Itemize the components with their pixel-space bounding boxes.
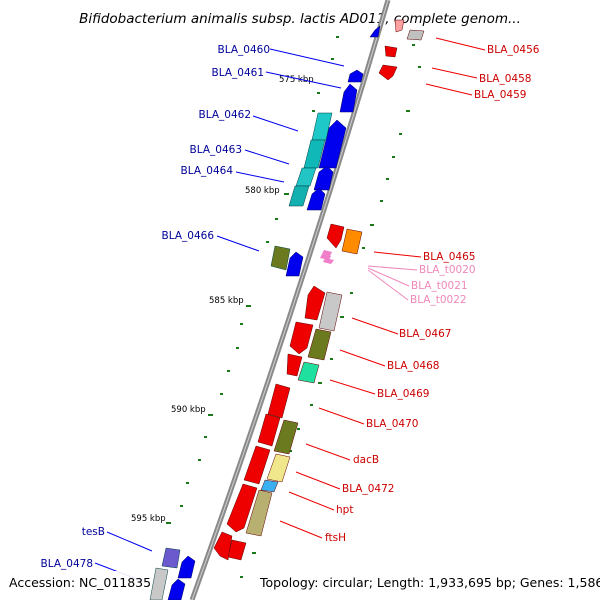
right-gene-labels: BLA_0456 BLA_0458 BLA_0459 BLA_0465 BLA_… [325,44,540,544]
scale-label-580: 580 kbp [245,186,280,196]
feature-cyan-3[interactable] [295,167,317,187]
gene-bla-0459[interactable] [378,64,398,81]
gene-ftsH-tail[interactable] [227,539,247,561]
scale-label-585: 585 kbp [209,296,244,306]
label-bla-t0022[interactable]: BLA_t0022 [410,294,467,306]
gene-bla-0462[interactable] [339,83,358,113]
label-bla-0466[interactable]: BLA_0466 [162,230,215,242]
gene-bla-0465-orange[interactable] [341,228,363,255]
rna-genes [320,250,334,264]
gene-bla-0467-grey[interactable] [318,291,343,332]
gene-ftsH-small[interactable] [213,531,233,561]
gene-bla-0468-olive[interactable] [307,328,332,361]
gene-dacB[interactable] [257,413,281,447]
label-bla-0478[interactable]: BLA_0478 [41,558,93,570]
accession-text: Accession: NC_011835 [9,575,151,590]
gene-tesB[interactable] [177,555,196,579]
gene-bla-0468[interactable] [289,321,314,355]
gene-ftsH[interactable] [226,483,258,533]
label-bla-0458[interactable]: BLA_0458 [479,73,531,85]
left-gene-labels: BLA_0460 BLA_0461 BLA_0462 BLA_0463 BLA_… [41,44,270,570]
feature-purple-1[interactable] [161,547,181,569]
label-ftsH[interactable]: ftsH [325,532,346,544]
gene-bla-0461[interactable] [347,69,364,83]
feature-cyan-4[interactable] [288,185,310,207]
feature-cyan-1[interactable] [311,112,333,141]
label-bla-0469[interactable]: BLA_0469 [377,388,429,400]
gene-bla-0465[interactable] [326,223,345,249]
label-bla-0463[interactable]: BLA_0463 [190,144,242,156]
scale-label-590: 590 kbp [171,405,206,415]
forward-strand-features [149,112,333,600]
gene-bla-0456-grey[interactable] [406,29,425,41]
label-bla-0465[interactable]: BLA_0465 [423,251,475,263]
label-bla-0460[interactable]: BLA_0460 [218,44,270,56]
label-bla-0462[interactable]: BLA_0462 [199,109,251,121]
gene-bla-0469-green[interactable] [297,361,320,384]
gene-bla-0469[interactable] [286,353,303,377]
gene-bla-0470[interactable] [267,383,291,419]
gene-bla-0478[interactable] [167,578,186,600]
scale-label-595: 595 kbp [131,514,166,524]
label-dacB[interactable]: dacB [353,454,379,466]
gene-bla-0464[interactable] [313,165,334,191]
gene-bla-0458[interactable] [384,45,398,58]
gene-bla-t0020[interactable] [322,250,332,256]
right-leader-lines [279,37,486,539]
gene-bla-0460[interactable] [369,25,381,38]
map-title: Bifidobacterium animalis subsp. lactis A… [79,11,521,27]
label-bla-0467[interactable]: BLA_0467 [399,328,451,340]
gene-dacB-olive[interactable] [273,419,299,455]
gene-bla-0472-yellow[interactable] [266,453,291,483]
label-hpt[interactable]: hpt [336,504,353,516]
gene-bla-0464b[interactable] [306,187,326,211]
gene-bla-0456[interactable] [394,19,405,33]
label-bla-0464[interactable]: BLA_0464 [181,165,234,177]
label-bla-0461[interactable]: BLA_0461 [212,67,264,79]
label-bla-0468[interactable]: BLA_0468 [387,360,439,372]
label-bla-t0021[interactable]: BLA_t0021 [411,280,468,292]
genome-summary-text: Topology: circular; Length: 1,933,695 bp… [259,575,600,590]
feature-grey-1[interactable] [149,567,169,600]
gene-ftsH-khaki[interactable] [245,489,273,537]
label-bla-t0020[interactable]: BLA_t0020 [419,264,476,276]
feature-cyan-2[interactable] [303,139,326,169]
label-bla-0470[interactable]: BLA_0470 [366,418,418,430]
gene-bla-0467[interactable] [304,285,326,321]
reverse-strand-genes [213,19,425,561]
scale-label-575: 575 kbp [279,75,314,85]
gene-bla-0472[interactable] [243,445,271,485]
gene-hpt-blue[interactable] [260,479,279,493]
gene-bla-t0022[interactable] [323,258,334,264]
label-bla-0456[interactable]: BLA_0456 [487,44,540,56]
feature-olive-1[interactable] [270,245,291,271]
label-bla-0459[interactable]: BLA_0459 [474,89,526,101]
gene-bla-t0021[interactable] [320,254,331,260]
rna-leader-lines [367,265,418,301]
forward-strand-genes [167,25,381,600]
gene-bla-0466[interactable] [285,251,304,277]
label-tesB[interactable]: tesB [82,526,105,538]
label-bla-0472[interactable]: BLA_0472 [342,483,394,495]
